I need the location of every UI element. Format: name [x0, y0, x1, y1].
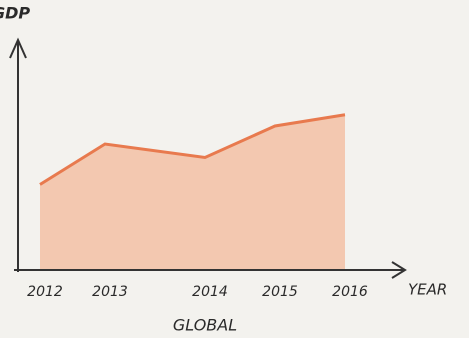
- x-tick-label: 2016: [332, 284, 368, 300]
- x-tick-label: 2013: [92, 284, 128, 300]
- plot: [39, 113, 346, 270]
- x-arrow: [391, 261, 407, 279]
- x-axis-label: YEAR: [408, 281, 447, 299]
- area: [40, 114, 345, 270]
- subtitle: GLOBAL: [173, 316, 237, 335]
- y-axis-label: GDP: [0, 4, 30, 23]
- x-tick-label: 2015: [262, 284, 298, 300]
- area-line: [39, 113, 346, 186]
- x-tick-label: 2012: [27, 284, 63, 300]
- x-tick-label: 2014: [192, 284, 228, 300]
- y-arrow: [9, 37, 27, 59]
